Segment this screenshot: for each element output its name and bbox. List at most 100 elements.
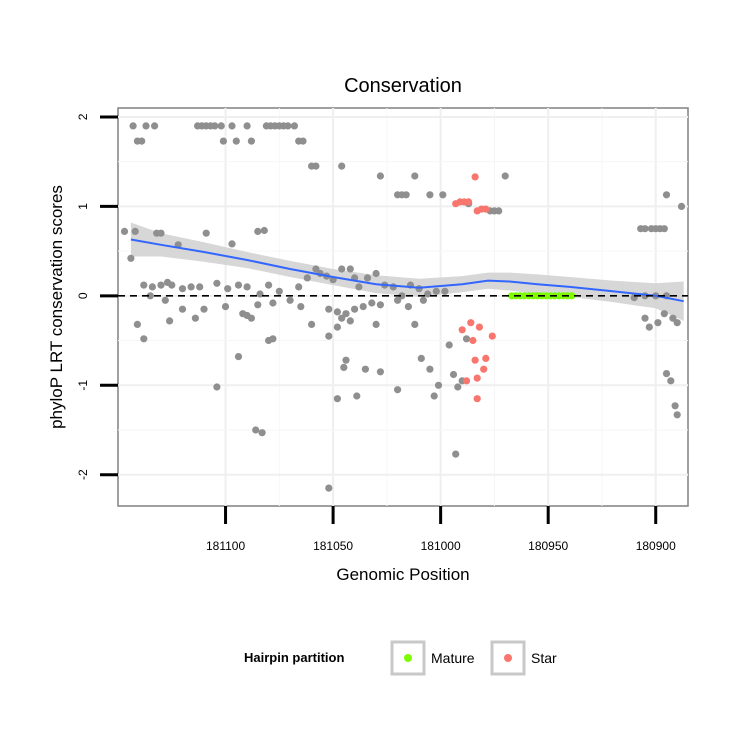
data-point-other <box>342 310 350 318</box>
data-point-other <box>284 122 292 130</box>
data-point-other <box>297 303 305 311</box>
data-point-other <box>660 225 668 233</box>
data-point-other <box>660 310 668 318</box>
data-point-star <box>462 377 471 385</box>
data-point-other <box>178 305 187 313</box>
y-tick-label: 0 <box>76 292 90 299</box>
data-point-other <box>434 381 443 389</box>
data-point-other <box>166 317 174 325</box>
legend-title: Hairpin partition <box>244 650 344 665</box>
data-point-other <box>254 227 262 235</box>
data-point-other <box>129 122 137 130</box>
grid <box>118 108 688 506</box>
data-point-other <box>363 274 372 282</box>
data-point-other <box>346 317 354 325</box>
data-point-other <box>269 335 277 343</box>
data-point-other <box>325 332 333 340</box>
data-point-other <box>312 265 320 273</box>
data-point-other <box>445 341 453 349</box>
data-point-other <box>654 319 662 327</box>
data-point-other <box>213 383 221 391</box>
data-point-other <box>368 299 376 307</box>
data-point-other <box>161 296 169 304</box>
data-point-other <box>286 296 294 304</box>
data-point-other <box>342 356 350 364</box>
data-point-other <box>671 402 679 410</box>
data-point-other <box>178 285 187 293</box>
data-point-star <box>469 336 477 345</box>
x-axis-title: Genomic Position <box>336 565 469 584</box>
data-point-other <box>641 225 649 233</box>
data-point-other <box>667 377 675 385</box>
data-point-other <box>677 202 686 210</box>
x-tick-label: 181050 <box>313 539 353 553</box>
y-axis: -2 -1 0 1 2 <box>76 113 118 480</box>
data-point-other <box>449 370 458 379</box>
data-point-other <box>662 370 671 378</box>
data-point-other <box>234 281 243 289</box>
data-point-other <box>295 283 303 291</box>
x-tick-label: 181000 <box>421 539 461 553</box>
data-point-other <box>303 274 311 282</box>
data-point-other <box>641 314 649 322</box>
data-point-other <box>372 320 380 328</box>
data-point-other <box>462 335 471 343</box>
data-point-star <box>471 356 479 364</box>
data-point-other <box>645 323 653 331</box>
legend: Hairpin partition Mature Star <box>244 640 557 676</box>
data-point-other <box>394 296 402 304</box>
data-point-star <box>480 365 488 373</box>
x-axis: 181100 181050 181000 180950 180900 <box>206 506 676 553</box>
data-point-star <box>467 319 475 327</box>
data-point-other <box>247 314 255 322</box>
data-point-other <box>221 303 230 311</box>
data-point-other <box>439 191 447 199</box>
data-point-other <box>219 137 227 145</box>
legend-dot-star <box>504 654 512 662</box>
data-point-other <box>372 269 380 278</box>
data-point-other <box>148 283 156 291</box>
data-point-other <box>376 301 384 309</box>
data-point-other <box>168 281 176 289</box>
data-point-other <box>146 292 154 300</box>
smooth-line-layer <box>130 238 684 303</box>
x-tick-label: 180950 <box>528 539 568 553</box>
data-point-star <box>488 332 496 340</box>
data-point-other <box>247 137 255 145</box>
data-point-other <box>432 287 440 295</box>
smooth-line <box>130 238 684 303</box>
data-point-other <box>211 122 219 130</box>
data-point-other <box>140 281 148 289</box>
data-point-other <box>260 226 268 235</box>
data-point-other <box>355 283 363 291</box>
data-point-other <box>402 191 410 199</box>
data-point-other <box>325 305 333 313</box>
data-point-other <box>127 254 135 262</box>
x-tick-label: 180900 <box>636 539 676 553</box>
data-point-star <box>473 374 481 382</box>
legend-dot-mature <box>404 654 412 662</box>
data-point-other <box>333 308 341 316</box>
data-point-other <box>398 292 406 300</box>
data-point-other <box>662 191 671 199</box>
data-point-other <box>338 265 346 273</box>
data-point-other <box>404 303 412 311</box>
data-point-star <box>458 326 466 334</box>
data-point-other <box>340 363 348 371</box>
data-point-other <box>228 240 236 248</box>
legend-label-star: Star <box>531 650 557 666</box>
data-point-other <box>394 386 402 394</box>
chart-title: Conservation <box>344 75 462 97</box>
data-point-other <box>131 227 139 235</box>
y-axis-title: phyloP LRT conservation scores <box>47 185 66 429</box>
data-point-other <box>376 172 384 180</box>
data-point-other <box>419 296 427 304</box>
data-point-other <box>673 319 681 327</box>
data-point-other <box>187 283 195 291</box>
data-point-other <box>157 281 165 289</box>
data-point-other <box>454 383 462 391</box>
data-point-other <box>346 265 354 273</box>
data-point-other <box>120 227 129 235</box>
data-point-other <box>333 395 341 403</box>
data-point-other <box>234 353 243 361</box>
